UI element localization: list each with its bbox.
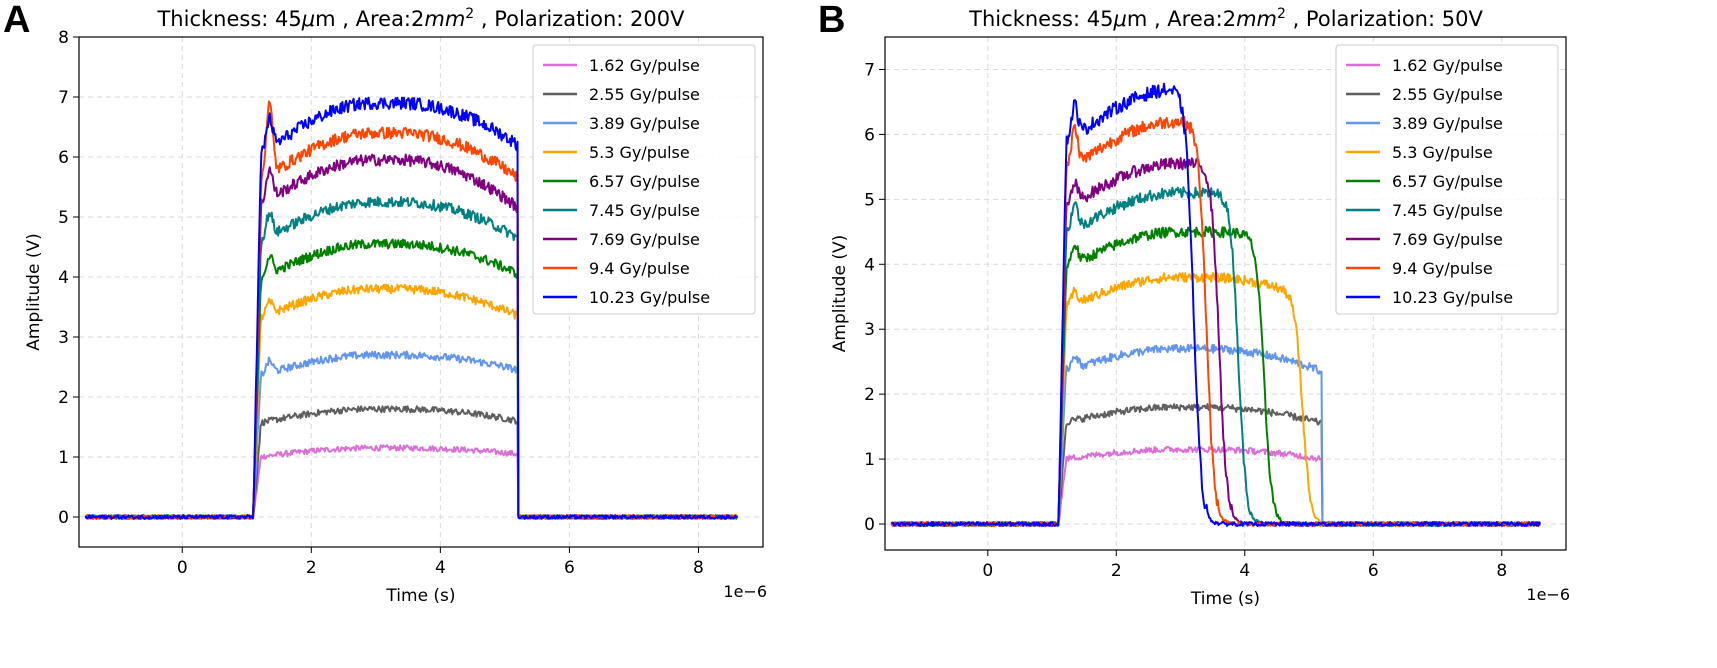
- legend-label-2: 3.89 Gy/pulse: [1392, 114, 1503, 133]
- title-part-mm: mm: [424, 7, 465, 31]
- legend-label-7: 9.4 Gy/pulse: [589, 259, 690, 278]
- legend-label-6: 7.69 Gy/pulse: [589, 230, 700, 249]
- legend-label-6: 7.69 Gy/pulse: [1392, 230, 1503, 249]
- y-tick-label: 4: [864, 255, 875, 275]
- x-tick-label: 0: [982, 561, 993, 581]
- title-part-mid1: m , Area:2: [315, 7, 424, 31]
- title-part-mu: μ: [301, 7, 315, 31]
- chart-title: Thickness: 45μm , Area:2mm2 , Polarizati…: [156, 6, 685, 31]
- x-tick-label: 4: [435, 558, 446, 578]
- series-line-8: [891, 82, 1541, 527]
- series-line-8: [84, 96, 738, 520]
- legend-label-0: 1.62 Gy/pulse: [589, 56, 700, 75]
- title-part-mm: mm: [1236, 7, 1277, 31]
- y-tick-label: 3: [58, 328, 69, 348]
- title-part-mu: μ: [1112, 7, 1126, 31]
- legend-box: [1335, 44, 1559, 315]
- legend-label-8: 10.23 Gy/pulse: [589, 288, 710, 307]
- title-part-pre: Thickness: 45: [156, 7, 301, 31]
- legend-label-5: 7.45 Gy/pulse: [1392, 201, 1503, 220]
- x-tick-label: 6: [564, 558, 575, 578]
- series-line-0: [890, 445, 1542, 527]
- x-axis-label: Time (s): [385, 586, 455, 606]
- y-tick-label: 4: [58, 268, 69, 288]
- x-tick-label: 4: [1239, 561, 1250, 581]
- x-tick-label: 8: [693, 558, 704, 578]
- title-part-post: , Polarization: 50V: [1286, 7, 1484, 31]
- panel-letter: B: [818, 0, 845, 41]
- series-line-3: [84, 283, 738, 520]
- plot-frame: [884, 36, 1567, 551]
- legend-label-3: 5.3 Gy/pulse: [589, 143, 690, 162]
- legend-label-8: 10.23 Gy/pulse: [1392, 288, 1513, 307]
- y-tick-label: 5: [864, 190, 875, 210]
- panel-letter: A: [3, 0, 30, 41]
- x-tick-label: 6: [1368, 561, 1379, 581]
- y-tick-label: 0: [864, 515, 875, 535]
- legend-label-2: 3.89 Gy/pulse: [589, 114, 700, 133]
- title-part-post: , Polarization: 200V: [474, 7, 685, 31]
- series-line-1: [85, 405, 739, 520]
- chart-title: Thickness: 45μm , Area:2mm2 , Polarizati…: [968, 6, 1483, 31]
- series-line-2: [85, 350, 739, 520]
- legend-label-1: 2.55 Gy/pulse: [589, 85, 700, 104]
- series-line-0: [84, 444, 738, 520]
- y-tick-label: 1: [58, 448, 69, 468]
- y-tick-label: 2: [58, 388, 69, 408]
- x-tick-label: 8: [1496, 561, 1507, 581]
- y-tick-label: 2: [864, 385, 875, 405]
- legend-label-7: 9.4 Gy/pulse: [1392, 259, 1493, 278]
- y-tick-label: 5: [58, 208, 69, 228]
- title-part-sq: 2: [465, 6, 474, 22]
- x-axis-label: Time (s): [1190, 589, 1260, 609]
- legend-label-0: 1.62 Gy/pulse: [1392, 56, 1503, 75]
- title-part-pre: Thickness: 45: [968, 7, 1113, 31]
- x-tick-label: 2: [1111, 561, 1122, 581]
- plot-frame: [78, 36, 764, 548]
- y-axis-label: Amplitude (V): [24, 233, 44, 350]
- legend-box: [532, 44, 756, 315]
- y-tick-label: 6: [864, 125, 875, 145]
- x-tick-label: 0: [177, 558, 188, 578]
- y-tick-label: 1: [864, 450, 875, 470]
- legend-label-1: 2.55 Gy/pulse: [1392, 85, 1503, 104]
- y-tick-label: 8: [58, 28, 69, 48]
- legend-label-4: 6.57 Gy/pulse: [1392, 172, 1503, 191]
- y-tick-label: 0: [58, 508, 69, 528]
- title-part-mid1: m , Area:2: [1127, 7, 1236, 31]
- panel-b: B Thickness: 45μm , Area:2mm2 , Polarizat…: [818, 0, 1570, 609]
- title-part-sq: 2: [1277, 6, 1286, 22]
- legend-label-3: 5.3 Gy/pulse: [1392, 143, 1493, 162]
- y-tick-label: 7: [864, 60, 875, 80]
- x-tick-label: 2: [306, 558, 317, 578]
- panel-a: A Thickness: 45μm , Area:2mm2 , Polarizat…: [3, 0, 767, 606]
- x-scale-label: 1e−6: [1526, 585, 1570, 604]
- legend-label-4: 6.57 Gy/pulse: [589, 172, 700, 191]
- series-line-1: [890, 403, 1542, 527]
- y-tick-label: 7: [58, 88, 69, 108]
- legend-label-5: 7.45 Gy/pulse: [589, 201, 700, 220]
- x-scale-label: 1e−6: [723, 582, 767, 601]
- y-axis-label: Amplitude (V): [830, 235, 850, 352]
- y-tick-label: 3: [864, 320, 875, 340]
- y-tick-label: 6: [58, 148, 69, 168]
